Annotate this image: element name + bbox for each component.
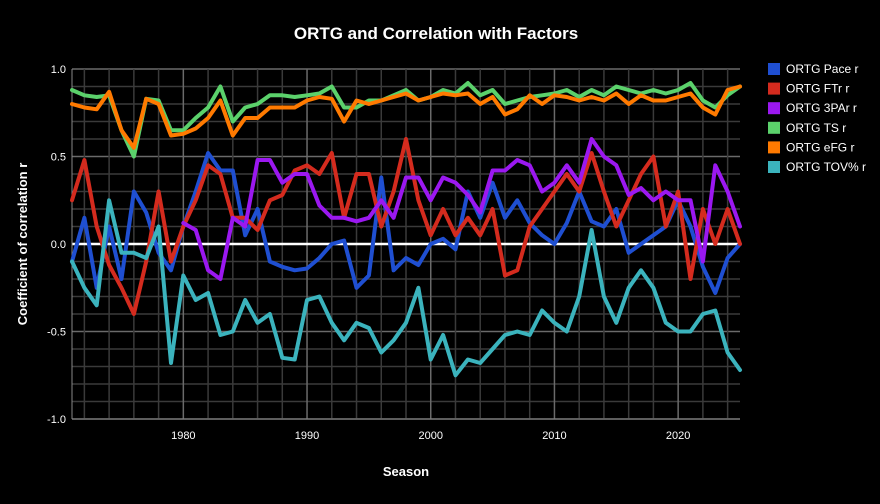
- y-tick-label: 1.0: [51, 64, 66, 76]
- chart-title: ORTG and Correlation with Factors: [294, 24, 578, 43]
- x-tick-label: 2010: [542, 430, 566, 442]
- x-tick-label: 1980: [171, 430, 195, 442]
- legend-swatch: [768, 102, 780, 115]
- series-line-4: [70, 81, 742, 159]
- legend-swatch: [768, 141, 780, 154]
- legend: ORTG Pace r ORTG FTr r ORTG 3PAr r ORTG TS …: [768, 62, 866, 174]
- series-line-6: [70, 198, 742, 378]
- legend-label: ORTG 3PAr r: [786, 101, 857, 115]
- y-tick-label: -1.0: [47, 414, 66, 426]
- series-line-5: [70, 84, 742, 150]
- legend-label: ORTG TOV% r: [786, 160, 866, 174]
- legend-swatch: [768, 63, 780, 75]
- x-tick-label: 1990: [295, 430, 319, 442]
- legend-swatch: [768, 121, 780, 134]
- series-line-2: [70, 137, 742, 316]
- legend-label: ORTG FTr r: [786, 82, 849, 96]
- series-line-3: [181, 137, 742, 281]
- y-tick-label: 0.0: [51, 239, 66, 251]
- x-tick-label: 2020: [666, 430, 690, 442]
- legend-swatch: [768, 82, 780, 95]
- x-axis-label: Season: [383, 464, 429, 479]
- legend-label: ORTG TS r: [786, 121, 846, 135]
- legend-swatch: [768, 161, 780, 173]
- axes: -1.0 -0.5 0.0 0.5 1.0 1980 1990 2000 2010 2020: [47, 64, 740, 442]
- y-tick-label: 0.5: [51, 152, 66, 164]
- legend-label: ORTG Pace r: [786, 62, 858, 76]
- x-tick-label: 2000: [418, 430, 442, 442]
- legend-label: ORTG eFG r: [786, 140, 854, 154]
- series-lines: [70, 81, 742, 378]
- y-axis-label: Coefficient of correlation r: [15, 163, 30, 326]
- y-tick-label: -0.5: [47, 327, 66, 339]
